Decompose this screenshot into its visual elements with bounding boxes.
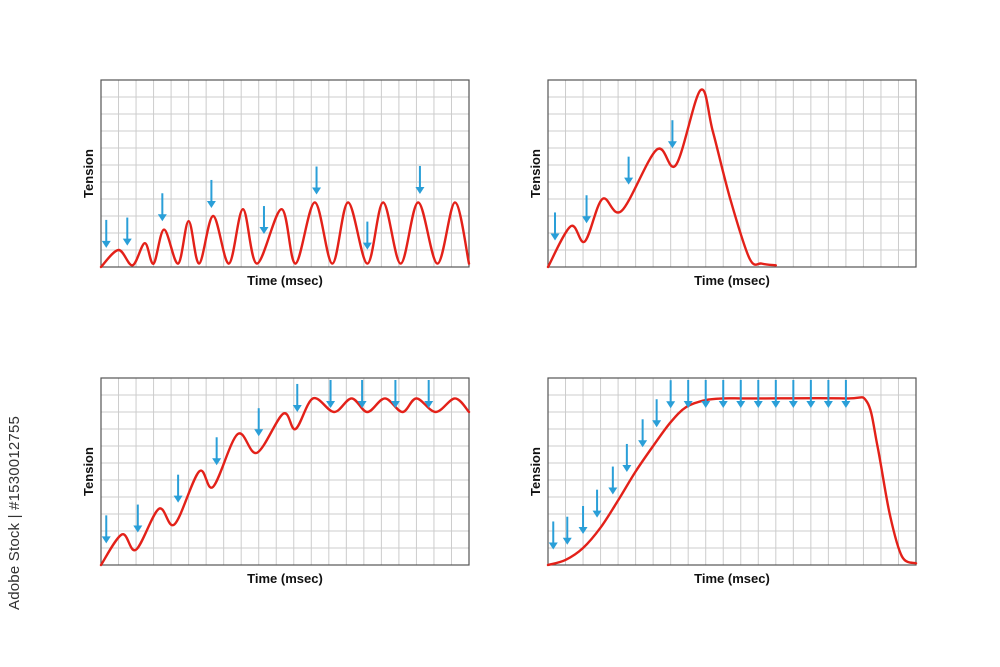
stimulus-arrow-icon bbox=[101, 515, 111, 544]
stimulus-arrow-icon bbox=[101, 219, 111, 248]
stimulus-arrow-icon bbox=[362, 221, 372, 250]
grid bbox=[101, 378, 469, 565]
y-axis-label: Tension bbox=[81, 447, 96, 496]
stimulus-arrow-icon bbox=[788, 380, 798, 408]
tension-curve bbox=[546, 396, 918, 567]
tension-curve bbox=[99, 201, 471, 269]
x-axis-label: Time (msec) bbox=[247, 273, 323, 288]
grid bbox=[101, 80, 469, 267]
stimulus-arrow-icon bbox=[753, 380, 763, 408]
tension-curve bbox=[546, 88, 778, 269]
y-axis-label: Tension bbox=[528, 149, 543, 198]
stimulus-arrow-icon bbox=[415, 165, 425, 194]
stimulus-arrow-icon bbox=[736, 380, 746, 408]
plot-frame bbox=[100, 377, 470, 566]
stimulus-arrow-icon bbox=[212, 437, 222, 466]
stimulus-arrow-icon bbox=[173, 474, 183, 503]
x-axis-label: Time (msec) bbox=[694, 571, 770, 586]
stimulus-arrow-icon bbox=[550, 212, 560, 241]
stimulus-arrow-icon bbox=[666, 380, 676, 409]
x-axis-label: Time (msec) bbox=[694, 273, 770, 288]
tension-curve bbox=[99, 396, 471, 567]
stock-watermark: Adobe Stock | #1530012755 bbox=[6, 415, 23, 610]
stimulus-arrow-icon bbox=[806, 380, 816, 408]
stimulus-arrow-icon bbox=[771, 380, 781, 408]
stimulus-arrow-icon bbox=[624, 156, 634, 185]
stimulus-arrow-icon bbox=[292, 383, 302, 412]
y-axis-label: Tension bbox=[81, 149, 96, 198]
stimulus-arrow-icon bbox=[133, 504, 143, 533]
stimulus-arrow-icon bbox=[608, 466, 618, 495]
stimulus-arrow-icon bbox=[701, 380, 711, 408]
stimulus-arrow-icon bbox=[683, 380, 693, 408]
stimulus-arrow-icon bbox=[357, 380, 367, 408]
stimulus-arrow-icon bbox=[578, 506, 588, 534]
plot-frame bbox=[547, 79, 917, 268]
stimulus-arrow-icon bbox=[259, 206, 269, 235]
stimulus-arrow-icon bbox=[622, 443, 632, 472]
stimulus-arrow-icon bbox=[592, 489, 602, 518]
stimulus-arrow-icon bbox=[390, 380, 400, 408]
stimulus-arrow-icon bbox=[823, 380, 833, 408]
stimulus-arrow-icon bbox=[312, 166, 322, 195]
stimulus-arrow-icon bbox=[582, 195, 592, 224]
stimulus-arrow-icon bbox=[652, 399, 662, 428]
grid bbox=[548, 80, 916, 267]
stimulus-arrow-icon bbox=[718, 380, 728, 408]
chart-panel-1: Time (msec) Tension bbox=[81, 79, 471, 288]
chart-panel-2: Time (msec) Tension bbox=[528, 79, 917, 288]
chart-panel-3: Time (msec) Tension bbox=[81, 377, 471, 586]
stimulus-arrow-icon bbox=[254, 408, 264, 437]
plot-frame bbox=[547, 377, 917, 566]
stimulus-arrow-icon bbox=[326, 380, 336, 408]
stimulus-arrow-icon bbox=[548, 521, 558, 550]
grid bbox=[548, 378, 916, 565]
stimulus-arrow-icon bbox=[206, 179, 216, 208]
stimulus-arrow-icon bbox=[562, 516, 572, 545]
plot-frame bbox=[100, 79, 470, 268]
x-axis-label: Time (msec) bbox=[247, 571, 323, 586]
stimulus-arrow-icon bbox=[841, 380, 851, 408]
y-axis-label: Tension bbox=[528, 447, 543, 496]
stimulus-arrow-icon bbox=[638, 419, 648, 448]
stimulus-arrow-icon bbox=[424, 380, 434, 408]
chart-panel-4: Time (msec) Tension bbox=[528, 377, 918, 586]
stimulus-arrow-icon bbox=[157, 193, 167, 222]
stimulus-arrow-icon bbox=[667, 120, 677, 149]
stimulus-arrow-icon bbox=[122, 217, 132, 246]
